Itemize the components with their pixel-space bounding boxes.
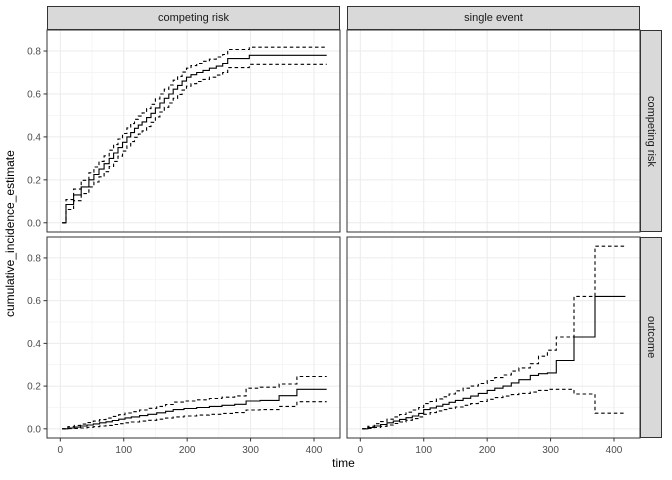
svg-text:0.2: 0.2: [27, 382, 41, 393]
svg-text:0.6: 0.6: [27, 89, 41, 100]
svg-text:200: 200: [479, 445, 496, 456]
x-axis-title: time: [332, 456, 355, 470]
facet-row-strip-outcome: outcome: [640, 237, 662, 438]
svg-text:0.6: 0.6: [27, 296, 41, 307]
svg-text:0.2: 0.2: [27, 175, 41, 186]
svg-text:0.4: 0.4: [27, 339, 41, 350]
facet-row-strip-competing-risk: competing risk: [640, 30, 662, 232]
svg-text:0: 0: [358, 445, 364, 456]
svg-text:400: 400: [606, 445, 623, 456]
facet-row-label: competing risk: [645, 95, 657, 167]
svg-text:0.8: 0.8: [27, 253, 41, 264]
svg-text:0.4: 0.4: [27, 132, 41, 143]
svg-text:0.0: 0.0: [27, 218, 41, 229]
svg-text:0.0: 0.0: [27, 424, 41, 435]
svg-text:100: 100: [415, 445, 432, 456]
svg-text:0.8: 0.8: [27, 47, 41, 58]
svg-text:100: 100: [115, 445, 132, 456]
facet-column-strip-single-event: single event: [347, 6, 640, 30]
y-axis-title: cumulative_incidence_estimate: [3, 150, 17, 318]
facet-column-strip-competing-risk: competing risk: [47, 6, 340, 30]
svg-text:200: 200: [179, 445, 196, 456]
facet-column-label: competing risk: [158, 12, 229, 24]
facet-column-label: single event: [464, 12, 523, 24]
facet-row-label: outcome: [645, 316, 657, 359]
svg-text:300: 300: [242, 445, 259, 456]
svg-text:400: 400: [306, 445, 323, 456]
svg-text:0: 0: [58, 445, 64, 456]
svg-text:300: 300: [542, 445, 559, 456]
